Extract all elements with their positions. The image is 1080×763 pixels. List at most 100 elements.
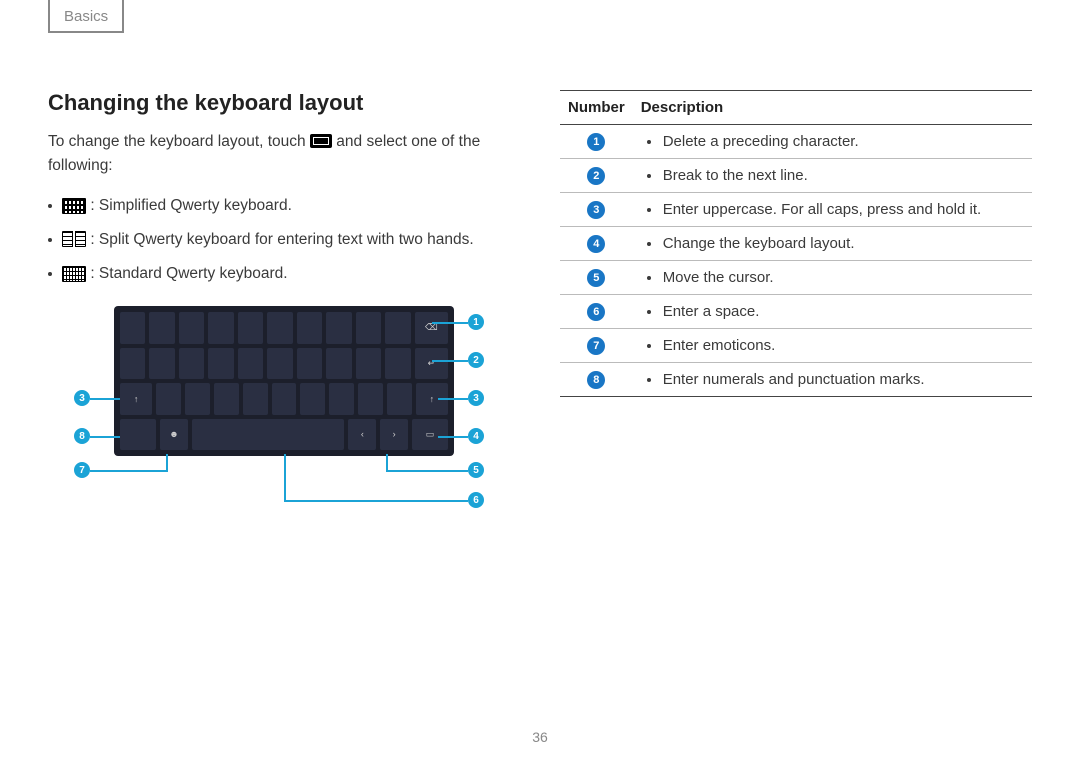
callout-marker: 8 [74, 428, 90, 444]
number-badge: 2 [587, 167, 605, 185]
table-cell-description: Enter numerals and punctuation marks. [633, 363, 1032, 397]
keyboard-row: ↵ [120, 348, 448, 380]
content-columns: Changing the keyboard layout To change t… [48, 90, 1032, 506]
key [238, 348, 263, 380]
keyboard-row: ↑ ↑ [120, 383, 448, 415]
table-row: 7 Enter emoticons. [560, 329, 1032, 363]
table-header-number: Number [560, 91, 633, 125]
key [358, 383, 383, 415]
key [326, 312, 351, 344]
key [329, 383, 354, 415]
key [267, 312, 292, 344]
key [356, 348, 381, 380]
number-badge: 7 [587, 337, 605, 355]
cursor-left-key: ‹ [348, 419, 376, 451]
key [120, 312, 145, 344]
table-cell-description: Enter emoticons. [633, 329, 1032, 363]
option-content: : Standard Qwerty keyboard. [62, 262, 288, 286]
table-row: 6 Enter a space. [560, 295, 1032, 329]
key [156, 383, 181, 415]
keyboard-diagram: ⌫ ↵ ↑ ↑ ☻ ‹ › [74, 306, 494, 506]
option-text: : Split Qwerty keyboard for entering tex… [90, 231, 473, 248]
key [297, 312, 322, 344]
table-cell-number: 6 [560, 295, 633, 329]
callout-line [386, 470, 468, 472]
heading: Changing the keyboard layout [48, 90, 520, 116]
table-cell-number: 3 [560, 193, 633, 227]
table-cell-description: Enter a space. [633, 295, 1032, 329]
split-keyboard-icon [62, 231, 86, 247]
number-badge: 3 [587, 201, 605, 219]
table-cell-description: Enter uppercase. For all caps, press and… [633, 193, 1032, 227]
callout-line [90, 398, 120, 400]
option-text: : Simplified Qwerty keyboard. [90, 197, 292, 214]
callout-line [284, 500, 468, 502]
table-cell-number: 1 [560, 125, 633, 159]
option-content: : Split Qwerty keyboard for entering tex… [62, 228, 474, 252]
callout-marker: 7 [74, 462, 90, 478]
intro-text: To change the keyboard layout, touch and… [48, 130, 520, 178]
key [297, 348, 322, 380]
table-cell-description: Change the keyboard layout. [633, 227, 1032, 261]
callout-marker: 1 [468, 314, 484, 330]
key [214, 383, 239, 415]
table-row: 3 Enter uppercase. For all caps, press an… [560, 193, 1032, 227]
table-body: 1 Delete a preceding character. 2 Break to … [560, 125, 1032, 397]
key [356, 312, 381, 344]
callout-marker: 4 [468, 428, 484, 444]
page-number: 36 [0, 729, 1080, 745]
shift-key-left: ↑ [120, 383, 152, 415]
key [208, 312, 233, 344]
layout-change-key: ▭ [412, 419, 448, 451]
key [120, 348, 145, 380]
key [149, 348, 174, 380]
key [208, 348, 233, 380]
key [243, 383, 268, 415]
number-badge: 1 [587, 133, 605, 151]
bullet-icon [48, 204, 52, 208]
callout-line [90, 470, 168, 472]
cursor-right-key: › [380, 419, 408, 451]
section-header: Basics [48, 0, 124, 33]
table-row: 8 Enter numerals and punctuation marks. [560, 363, 1032, 397]
keyboard-row: ☻ ‹ › ▭ [120, 419, 448, 451]
callout-marker: 2 [468, 352, 484, 368]
left-column: Changing the keyboard layout To change t… [48, 90, 520, 506]
table-cell-description: Break to the next line. [633, 159, 1032, 193]
table-row: 4Change the keyboard layout. [560, 227, 1032, 261]
option-standard: : Standard Qwerty keyboard. [48, 262, 520, 286]
key [149, 312, 174, 344]
standard-keyboard-icon [62, 266, 86, 282]
callout-marker: 6 [468, 492, 484, 508]
key [385, 348, 410, 380]
callout-line [432, 360, 468, 362]
keyboard-touch-icon [310, 134, 332, 148]
callout-line [438, 398, 468, 400]
option-text: : Standard Qwerty keyboard. [90, 265, 287, 282]
key [238, 312, 263, 344]
bullet-icon [48, 238, 52, 242]
key [185, 383, 210, 415]
number-badge: 8 [587, 371, 605, 389]
option-simplified: : Simplified Qwerty keyboard. [48, 194, 520, 218]
bullet-icon [48, 272, 52, 276]
key [272, 383, 297, 415]
table-cell-description: Move the cursor. [633, 261, 1032, 295]
callout-line [432, 322, 468, 324]
key [267, 348, 292, 380]
space-key [192, 419, 345, 451]
callout-line [284, 454, 286, 502]
table-cell-number: 2 [560, 159, 633, 193]
number-badge: 6 [587, 303, 605, 321]
layout-options-list: : Simplified Qwerty keyboard. : Split Qw… [48, 194, 520, 286]
enter-key: ↵ [415, 348, 448, 380]
table-header-description: Description [633, 91, 1032, 125]
table-cell-description: Delete a preceding character. [633, 125, 1032, 159]
callout-line [438, 436, 468, 438]
option-content: : Simplified Qwerty keyboard. [62, 194, 292, 218]
table-row: 5Move the cursor. [560, 261, 1032, 295]
key [179, 348, 204, 380]
key [300, 383, 325, 415]
backspace-key: ⌫ [415, 312, 448, 344]
emoticon-key: ☻ [160, 419, 188, 451]
